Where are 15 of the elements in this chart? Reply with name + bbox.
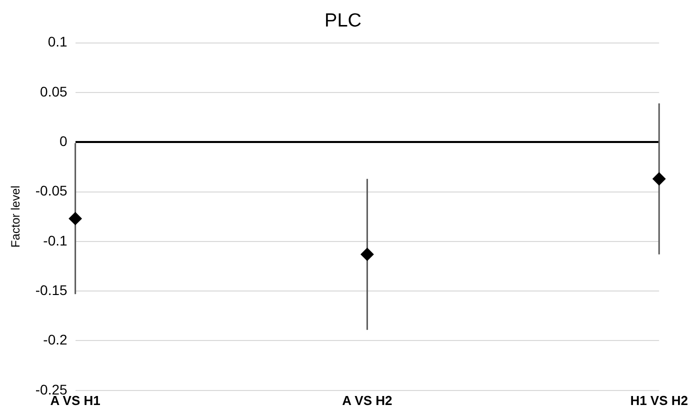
y-tick-label: -0.05	[35, 182, 68, 199]
y-tick-label: 0.1	[48, 34, 68, 50]
y-tick-label: -0.1	[43, 232, 68, 248]
x-tick-label: H1 VS H2	[630, 392, 688, 408]
chart-title: PLC	[324, 10, 362, 32]
y-axis-title: Factor level	[8, 186, 23, 248]
x-tick-label: A VS H2	[342, 392, 392, 408]
y-tick-label: 0.05	[40, 83, 68, 100]
y-tick-label: -0.15	[35, 282, 68, 298]
point	[68, 212, 82, 226]
point	[360, 248, 374, 261]
y-tick-label: 0	[60, 132, 68, 149]
y-tick-label: -0.25	[35, 381, 68, 398]
y-tick-label: -0.2	[43, 332, 68, 348]
point	[652, 172, 666, 186]
